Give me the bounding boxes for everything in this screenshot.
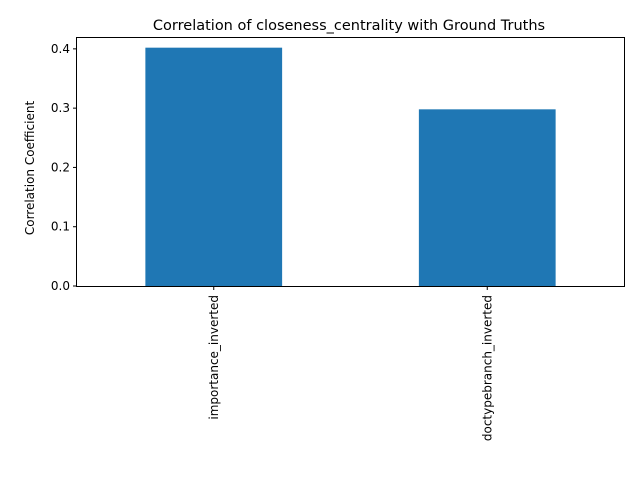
y-axis-ticks: 0.0 0.1 0.2 0.3 0.4 xyxy=(51,42,77,293)
bars-group xyxy=(145,47,556,286)
x-tick-label-doctypebranch_inverted: doctypebranch_inverted xyxy=(480,295,494,441)
y-tick-label-0.3: 0.3 xyxy=(51,101,70,115)
x-tick-label-importance_inverted: importance_inverted xyxy=(207,295,221,420)
y-tick-label-0.0: 0.0 xyxy=(51,279,70,293)
plot-frame xyxy=(76,37,625,287)
y-tick-label-0.1: 0.1 xyxy=(51,220,70,234)
y-tick-label-0.4: 0.4 xyxy=(51,42,70,56)
y-axis-label: Correlation Coefficient xyxy=(23,101,37,236)
x-axis-ticks: importance_inverted doctypebranch_inverte… xyxy=(207,286,494,441)
chart-title: Correlation of closeness_centrality with… xyxy=(153,18,545,34)
bar-importance_inverted xyxy=(145,47,283,286)
y-tick-label-0.2: 0.2 xyxy=(51,160,70,174)
bar-doctypebranch_inverted xyxy=(418,109,556,286)
